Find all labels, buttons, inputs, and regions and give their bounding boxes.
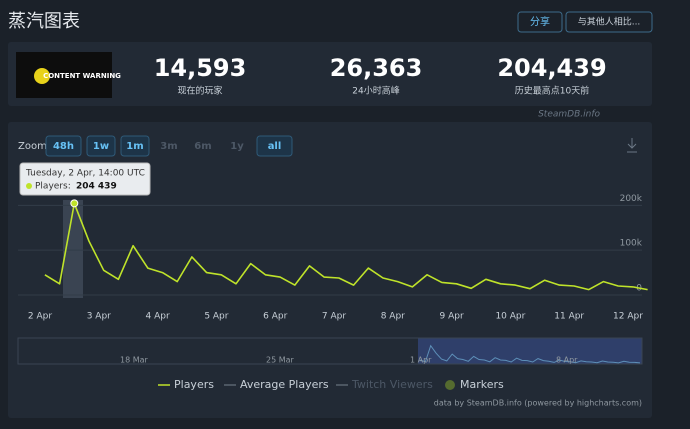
legend-label[interactable]: Twitch Viewers bbox=[351, 378, 433, 391]
navigator-label: 8 Apr bbox=[556, 356, 578, 365]
navigator-window[interactable] bbox=[418, 338, 642, 364]
game-thumbnail bbox=[16, 52, 112, 98]
x-tick-label: 4 Apr bbox=[146, 312, 170, 322]
zoom-button-label[interactable]: 1m bbox=[126, 141, 143, 152]
compare-label[interactable]: 与其他人相比... bbox=[578, 16, 641, 28]
hover-point bbox=[70, 199, 79, 208]
stat-label: 现在的玩家 bbox=[177, 85, 222, 97]
stat-value: 204,439 bbox=[497, 54, 606, 82]
zoom-button-label[interactable]: 6m bbox=[194, 141, 211, 152]
x-tick-label: 5 Apr bbox=[204, 312, 228, 322]
stat-value: 14,593 bbox=[154, 54, 247, 82]
zoom-button[interactable] bbox=[86, 135, 116, 157]
tooltip-swatch bbox=[26, 183, 32, 189]
navigator-line bbox=[419, 344, 641, 364]
legend-symbol bbox=[445, 380, 455, 390]
source: SteamDB.info bbox=[538, 110, 600, 120]
thumbnail-icon bbox=[34, 68, 50, 84]
compare-button[interactable] bbox=[565, 11, 653, 33]
page-title: 蒸汽图表 bbox=[8, 11, 80, 32]
y-tick-label: 200k bbox=[620, 194, 643, 204]
stat-value: 26,363 bbox=[330, 54, 423, 82]
stats-panel bbox=[8, 42, 652, 106]
x-tick-label: 11 Apr bbox=[554, 312, 584, 322]
zoom-button-label[interactable]: 3m bbox=[160, 141, 177, 152]
x-tick-label: 7 Apr bbox=[322, 312, 346, 322]
zoom-button[interactable] bbox=[256, 135, 293, 157]
tooltip bbox=[19, 162, 151, 196]
zoom-label: Zoom bbox=[18, 141, 47, 152]
x-tick-label: 12 Apr bbox=[613, 312, 643, 322]
stat-label: 历史最高点10天前 bbox=[515, 85, 589, 97]
navigator-label: 25 Mar bbox=[266, 356, 295, 365]
tooltip-value: 204 439 bbox=[76, 182, 117, 192]
zoom-button[interactable] bbox=[120, 135, 150, 157]
x-tick-label: 10 Apr bbox=[495, 312, 525, 322]
tooltip-title: Tuesday, 2 Apr, 14:00 UTC bbox=[25, 169, 145, 179]
hover-band bbox=[63, 200, 83, 298]
zoom-button-label[interactable]: 48h bbox=[53, 141, 74, 152]
share-button[interactable] bbox=[517, 11, 563, 33]
navigator bbox=[17, 337, 643, 365]
game-name: CONTENT WARNING bbox=[43, 72, 121, 80]
navigator-label: 1 Apr bbox=[410, 356, 432, 365]
y-tick-label: 100k bbox=[620, 239, 643, 249]
zoom-button-label[interactable]: 1w bbox=[93, 141, 109, 152]
x-tick-label: 3 Apr bbox=[87, 312, 111, 322]
navigator-label: 18 Mar bbox=[120, 356, 149, 365]
legend-label[interactable]: Average Players bbox=[240, 378, 329, 391]
legend-label[interactable]: Markers bbox=[460, 378, 504, 391]
x-tick-label: 6 Apr bbox=[263, 312, 287, 322]
x-tick-label: 8 Apr bbox=[381, 312, 405, 322]
stat-label: 24小时高峰 bbox=[352, 85, 399, 97]
tooltip-label: Players: bbox=[35, 182, 71, 192]
zoom-button[interactable] bbox=[45, 135, 82, 157]
zoom-button-label[interactable]: 1y bbox=[230, 141, 244, 152]
credits: data by SteamDB.info (powered by highcha… bbox=[434, 399, 642, 408]
share-label[interactable]: 分享 bbox=[530, 15, 550, 28]
x-tick-label: 9 Apr bbox=[440, 312, 464, 322]
x-tick-label: 2 Apr bbox=[28, 312, 52, 322]
download-icon[interactable] bbox=[627, 138, 637, 153]
zoom-button-label[interactable]: all bbox=[268, 141, 282, 152]
series-line bbox=[44, 202, 648, 291]
legend-label[interactable]: Players bbox=[174, 378, 214, 391]
